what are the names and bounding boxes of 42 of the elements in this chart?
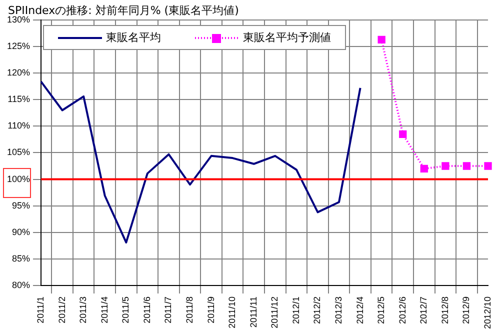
x-tick-label: 2011/3 (78, 296, 88, 324)
y-tick-label: 80% (12, 280, 30, 290)
x-tick-label: 2011/8 (184, 296, 194, 324)
y-tick-label: 115% (8, 94, 30, 104)
point (378, 36, 386, 44)
x-tick-label: 2011/6 (142, 296, 152, 324)
chart-title: SPIIndexの推移: 対前年同月% (東販名平均値) (8, 3, 239, 17)
x-tick-label: 2012/7 (418, 296, 429, 324)
x-tick-label: 2012/9 (461, 296, 472, 324)
x-tick-label: 2012/4 (354, 296, 365, 324)
x-tick-label: 2011/12 (270, 296, 280, 328)
legend-label: 東販名平均 (106, 30, 162, 45)
x-tick-label: 2012/5 (376, 296, 386, 324)
x-tick-label: 2011/2 (56, 296, 67, 324)
x-tick-label: 2011/10 (227, 296, 238, 328)
x-tick-label: 2012/1 (290, 296, 301, 324)
x-tick-label: 2011/4 (99, 296, 110, 324)
y-tick-label: 95% (12, 200, 30, 210)
y-tick-label: 125% (6, 41, 30, 52)
point (484, 162, 492, 170)
y-tick-label: 85% (12, 253, 30, 264)
x-tick-label: 2012/10 (482, 296, 492, 330)
x-tick-label: 2011/1 (36, 296, 46, 324)
x-tick-label: 2012/2 (312, 296, 322, 324)
point (462, 162, 471, 170)
y-tick-label: 130% (6, 14, 30, 24)
y-tick-label: 90% (12, 226, 30, 237)
x-tick-label: 2012/6 (397, 296, 408, 324)
legend-label: 東販名平均予測値 (243, 30, 332, 45)
point (420, 164, 428, 172)
x-tick-label: 2011/11 (248, 296, 258, 328)
x-tick-label: 2012/3 (333, 296, 344, 324)
point (399, 130, 407, 138)
x-tick-label: 2011/9 (206, 296, 216, 324)
y-tick-label: 120% (6, 68, 30, 78)
x-tick-label: 2012/8 (440, 296, 450, 324)
x-tick-label: 2011/5 (120, 296, 131, 324)
y-tick-label: 105% (6, 147, 30, 158)
y-tick-label: 110% (8, 120, 30, 131)
y-tick-label: 100% (6, 174, 30, 184)
x-tick-label: 2011/7 (163, 296, 174, 324)
point (442, 162, 450, 170)
